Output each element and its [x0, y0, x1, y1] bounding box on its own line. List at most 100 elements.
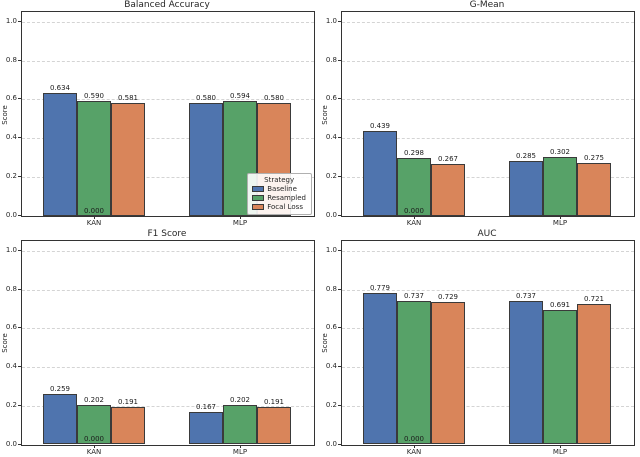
gridline [342, 21, 634, 23]
bar [577, 162, 611, 216]
gridline [342, 60, 634, 62]
y-tick-mark [338, 98, 341, 100]
zero-value-label: 0.000 [403, 435, 425, 443]
y-tick-label: 0.2 [325, 401, 337, 410]
gridline [342, 289, 634, 291]
bar [363, 130, 397, 216]
bar-value-label: 0.191 [263, 397, 285, 406]
x-tick-mark [414, 216, 415, 219]
bar [111, 103, 145, 216]
y-tick-label: 0.8 [5, 55, 17, 64]
bar-value-label: 0.634 [49, 83, 71, 92]
bar-value-label: 0.580 [263, 94, 285, 103]
legend: Strategy Baseline Resampled Focal Loss [247, 173, 312, 215]
bar-value-label: 0.779 [369, 283, 391, 292]
gridline [22, 367, 314, 369]
y-tick-mark [338, 176, 341, 178]
chart-cell: G-Mean 0.0 0.2 0.4 0.6 0.8 1.0 Score KAN 0.439 0.2… [320, 0, 640, 229]
y-tick-label: 0.8 [325, 55, 337, 64]
bar [543, 157, 577, 216]
y-tick-mark [338, 288, 341, 290]
bar [223, 404, 257, 444]
bar [509, 300, 543, 444]
bar [397, 300, 431, 444]
x-tick-label: MLP [232, 448, 248, 456]
bar-value-label: 0.594 [229, 91, 251, 100]
x-tick-label: MLP [232, 219, 248, 227]
y-tick-label: 0.0 [325, 211, 337, 219]
zero-value-label: 0.000 [83, 207, 105, 215]
bar-value-label: 0.285 [515, 151, 537, 160]
chart-title: F1 Score [147, 229, 187, 239]
x-tick-mark [94, 445, 95, 448]
bar-value-label: 0.439 [369, 121, 391, 130]
bar-value-label: 0.721 [583, 294, 605, 303]
y-tick-mark [18, 327, 21, 329]
legend-item-label: Focal Loss [267, 203, 303, 211]
gridline [342, 367, 634, 369]
y-tick-label: 1.0 [5, 245, 17, 254]
y-axis-label: Score [321, 333, 329, 353]
y-tick-label: 0.0 [5, 440, 17, 448]
gridline [22, 60, 314, 62]
legend-swatch [252, 204, 265, 210]
gridline [22, 99, 314, 101]
chart-cell: AUC 0.0 0.2 0.4 0.6 0.8 1.0 Score KAN 0.779 0.737 0… [320, 229, 640, 457]
x-tick-mark [560, 216, 561, 219]
bar-value-label: 0.302 [549, 148, 571, 157]
gridline [342, 328, 634, 330]
y-tick-mark [18, 288, 21, 290]
x-tick-mark [240, 445, 241, 448]
gridline [342, 406, 634, 408]
y-tick-mark [18, 366, 21, 368]
y-axis-label: Score [321, 104, 329, 125]
legend-title: Strategy [264, 176, 295, 184]
bar-value-label: 0.167 [195, 402, 217, 411]
y-tick-label: 0.2 [5, 401, 17, 410]
y-tick-label: 0.8 [325, 284, 337, 293]
chart-title: Balanced Accuracy [124, 0, 210, 10]
legend-item: Resampled [252, 194, 306, 202]
y-tick-label: 1.0 [325, 16, 337, 25]
bar [189, 103, 223, 216]
y-tick-mark [338, 215, 341, 216]
legend-item-label: Resampled [267, 194, 306, 202]
y-tick-mark [338, 249, 341, 251]
bar-value-label: 0.729 [437, 293, 459, 302]
bar-value-label: 0.267 [437, 155, 459, 164]
y-axis-label: Score [1, 333, 9, 353]
bar [431, 164, 465, 216]
bar-value-label: 0.737 [403, 291, 425, 300]
gridline [22, 406, 314, 408]
x-tick-mark [240, 216, 241, 219]
bar-value-label: 0.691 [549, 300, 571, 309]
gridline [22, 21, 314, 23]
y-tick-mark [338, 137, 341, 139]
y-tick-mark [338, 327, 341, 329]
x-tick-label: MLP [552, 448, 568, 456]
bar [43, 393, 77, 444]
y-tick-mark [18, 405, 21, 407]
zero-value-label: 0.000 [83, 435, 105, 443]
y-tick-label: 0.0 [325, 440, 337, 448]
y-tick-label: 0.4 [325, 362, 337, 371]
y-tick-label: 0.4 [5, 362, 17, 371]
bar-value-label: 0.191 [117, 397, 139, 406]
bar-value-label: 0.202 [83, 395, 105, 404]
y-tick-label: 0.8 [5, 284, 17, 293]
y-tick-mark [18, 444, 21, 445]
legend-swatch [252, 186, 265, 192]
y-tick-label: 1.0 [325, 245, 337, 254]
x-tick-label: KAN [406, 448, 422, 456]
gridline [22, 250, 314, 252]
bar-value-label: 0.590 [83, 92, 105, 101]
bar [431, 302, 465, 444]
legend-swatch [252, 195, 265, 201]
y-tick-label: 1.0 [5, 16, 17, 25]
gridline [342, 138, 634, 140]
bar-value-label: 0.202 [229, 395, 251, 404]
bar-value-label: 0.737 [515, 291, 537, 300]
x-tick-label: KAN [86, 448, 102, 456]
bar [509, 160, 543, 216]
